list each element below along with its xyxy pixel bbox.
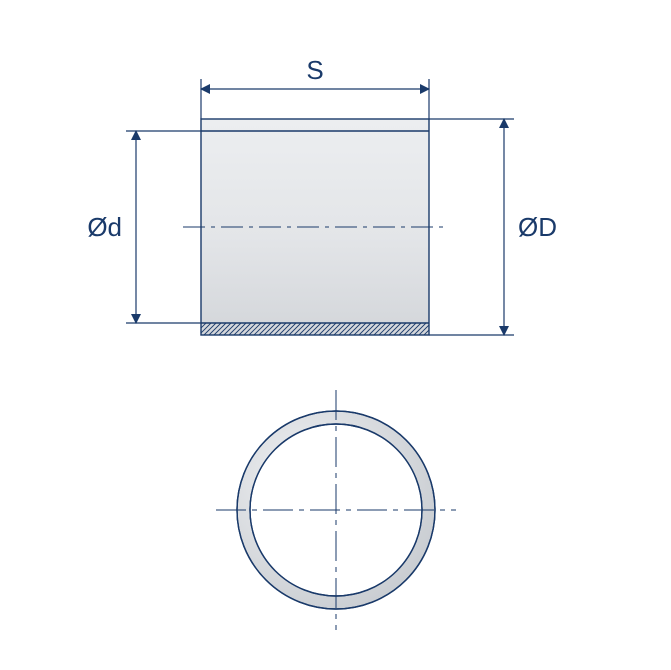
- label-inner-dia: Ød: [87, 212, 122, 242]
- label-width: S: [306, 55, 323, 85]
- label-outer-dia: ØD: [518, 212, 557, 242]
